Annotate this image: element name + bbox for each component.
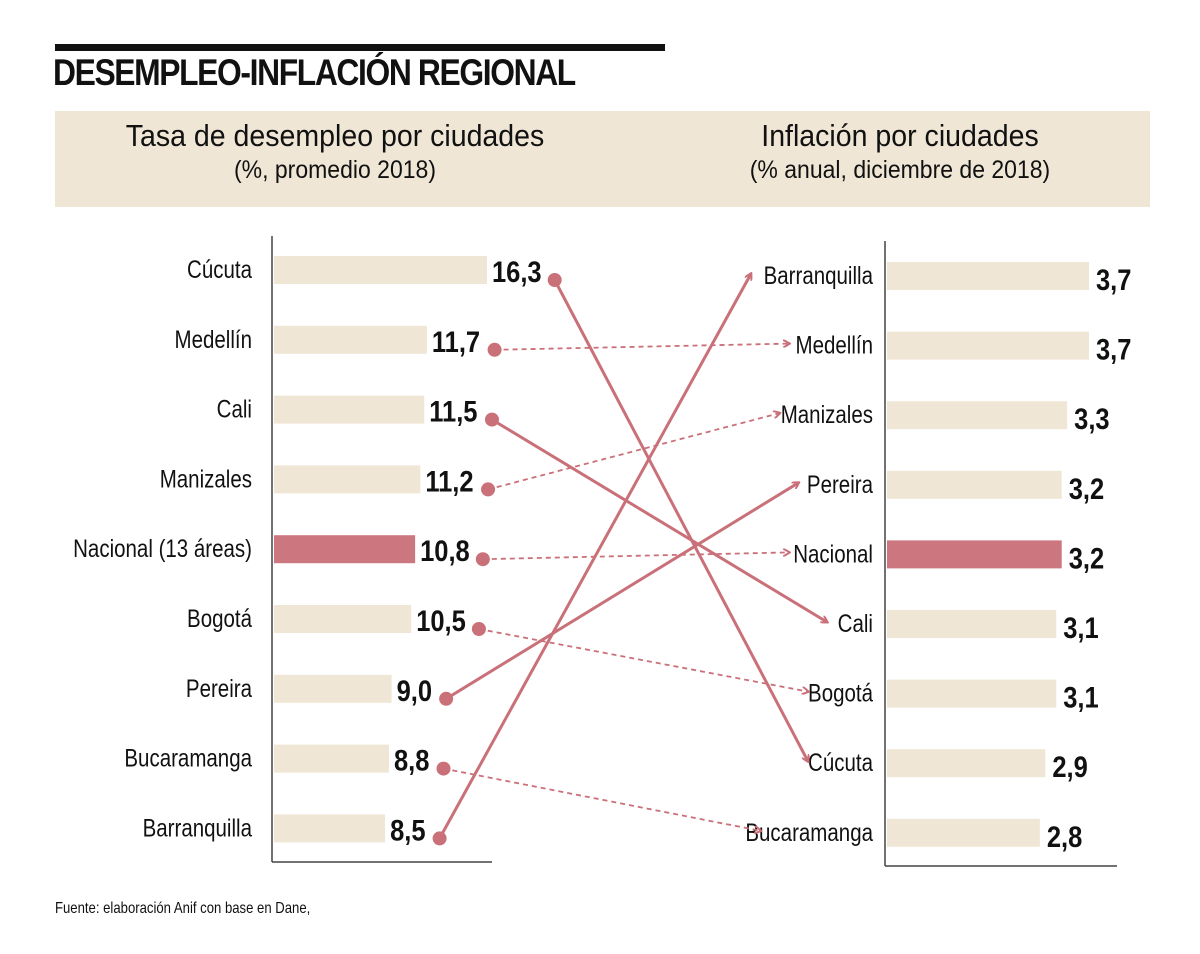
inflation-label-cali: Cali: [838, 609, 873, 637]
inflation-label-manizales: Manizales: [781, 400, 873, 428]
right-chart-title: Inflación por ciudades: [761, 118, 1039, 153]
right-chart-header: Inflación por ciudades (% anual, diciemb…: [716, 118, 1084, 185]
inflation-bar-medellin: [887, 331, 1089, 360]
link-cucuta: [553, 279, 808, 761]
link-cali: [491, 418, 827, 622]
inflation-value-bucaramanga: 2,8: [1047, 820, 1082, 853]
unemployment-bar-barranquilla: [274, 814, 386, 843]
unemployment-value-bogota: 10,5: [416, 604, 466, 637]
inflation-value-cali: 3,1: [1063, 611, 1098, 644]
right-chart-subtitle: (% anual, diciembre de 2018): [749, 156, 1051, 184]
unemployment-label-barranquilla: Barranquilla: [143, 813, 253, 841]
link-dot-medellin: [487, 342, 502, 357]
unemployment-label-bucaramanga: Bucaramanga: [124, 744, 252, 772]
unemployment-bar-pereira: [274, 674, 392, 703]
link-medellin: [494, 344, 789, 351]
unemployment-value-barranquilla: 8,5: [390, 813, 425, 846]
inflation-bar-nacional: [887, 540, 1062, 569]
link-barranquilla: [438, 274, 751, 840]
unemployment-bar-cali: [274, 395, 425, 424]
inflation-value-nacional: 3,2: [1069, 541, 1104, 574]
unemployment-value-bucaramanga: 8,8: [394, 744, 429, 777]
link-dot-pereira: [439, 691, 454, 706]
unemployment-chart: Cúcuta 16,3 Medellín 11,7 Cali 11,5 Manizales 1…: [73, 236, 542, 863]
link-dot-bucaramanga: [436, 761, 451, 776]
source-note: Fuente: elaboración Anif con base en Dan…: [55, 900, 311, 917]
unemployment-value-manizales: 11,2: [425, 464, 473, 497]
unemployment-value-nacional-13-areas: 10,8: [420, 534, 470, 567]
unemployment-label-cucuta: Cúcuta: [187, 255, 252, 283]
left-chart-header: Tasa de desempleo por ciudades (%, prome…: [82, 118, 588, 185]
unemployment-label-manizales: Manizales: [160, 464, 252, 492]
inflation-bar-manizales: [887, 401, 1068, 430]
unemployment-value-cucuta: 16,3: [492, 255, 542, 288]
inflation-chart: Barranquilla 3,7 Medellín 3,7 Manizales 3,3 Pe…: [745, 241, 1131, 867]
unemployment-value-pereira: 9,0: [397, 674, 432, 707]
inflation-bar-bogota: [887, 679, 1057, 708]
inflation-label-pereira: Pereira: [807, 470, 873, 498]
title-rule: [55, 44, 665, 51]
inflation-bar-barranquilla: [887, 262, 1089, 290]
link-manizales: [487, 413, 779, 491]
link-bogota: [478, 628, 808, 692]
inflation-bar-bucaramanga: [887, 818, 1040, 847]
unemployment-value-cali: 11,5: [429, 395, 477, 428]
inflation-value-manizales: 3,3: [1074, 402, 1109, 435]
unemployment-label-bogota: Bogotá: [187, 604, 252, 632]
link-pereira: [445, 483, 798, 701]
link-dot-barranquilla: [432, 831, 447, 846]
ranking-links: [432, 273, 827, 846]
unemployment-bar-cucuta: [274, 256, 487, 284]
unemployment-bar-manizales: [274, 465, 421, 494]
link-dot-cali: [484, 412, 499, 427]
link-dot-nacional-13-areas: [475, 552, 490, 567]
unemployment-label-cali: Cali: [217, 395, 252, 423]
unemployment-bar-medellin: [274, 325, 427, 354]
inflation-label-barranquilla: Barranquilla: [764, 261, 874, 289]
unemployment-bar-nacional-13-areas: [274, 535, 416, 564]
link-bucaramanga: [443, 767, 761, 831]
unemployment-label-nacional-13-areas: Nacional (13 áreas): [73, 534, 252, 562]
inflation-label-cucuta: Cúcuta: [808, 748, 873, 776]
inflation-value-medellin: 3,7: [1096, 333, 1131, 366]
unemployment-bar-bucaramanga: [274, 744, 389, 773]
inflation-bar-cali: [887, 610, 1057, 638]
link-dot-cucuta: [547, 273, 562, 287]
unemployment-value-medellin: 11,7: [432, 325, 480, 358]
left-chart-title: Tasa de desempleo por ciudades: [125, 118, 545, 153]
inflation-value-pereira: 3,2: [1069, 472, 1104, 505]
inflation-label-bogota: Bogotá: [808, 679, 873, 707]
inflation-value-bogota: 3,1: [1063, 681, 1098, 714]
left-chart-subtitle: (%, promedio 2018): [234, 156, 436, 184]
link-nacional-13-areas: [482, 552, 789, 561]
header-band: [55, 111, 1150, 207]
inflation-label-nacional: Nacional: [793, 539, 873, 567]
chart-title: DESEMPLEO-INFLACIÓN REGIONAL: [53, 52, 576, 93]
unemployment-label-medellin: Medellín: [175, 325, 252, 353]
unemployment-label-pereira: Pereira: [186, 674, 252, 702]
inflation-value-cucuta: 2,9: [1052, 750, 1087, 783]
inflation-bar-cucuta: [887, 749, 1046, 778]
link-dot-bogota: [471, 622, 486, 636]
inflation-label-bucaramanga: Bucaramanga: [745, 818, 873, 846]
inflation-value-barranquilla: 3,7: [1096, 263, 1131, 296]
inflation-label-medellin: Medellín: [796, 331, 873, 359]
inflation-bar-pereira: [887, 470, 1062, 499]
unemployment-bar-bogota: [274, 605, 412, 633]
link-dot-manizales: [481, 482, 496, 497]
